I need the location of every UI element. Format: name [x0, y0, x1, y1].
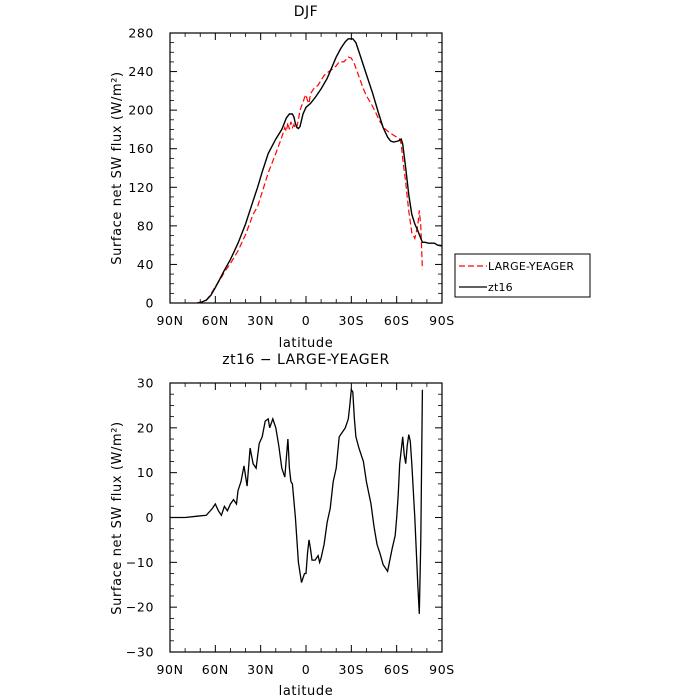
- series-line-difference: [170, 387, 424, 614]
- chart-top-series: [197, 38, 443, 304]
- chart-top-ylabel: Surface net SW flux (W/m²): [110, 71, 125, 264]
- chart-bottom-series: [170, 387, 424, 614]
- chart-top-ytick-label: 240: [128, 64, 154, 79]
- chart-bottom-title: zt16 − LARGE-YEAGER: [222, 352, 389, 368]
- chart-top-ytick-label: 280: [128, 26, 154, 41]
- chart-bottom-ytick-label: 20: [137, 420, 154, 435]
- chart-top-xtick-label: 30N: [247, 313, 274, 328]
- chart-top-xtick-label: 90S: [429, 313, 455, 328]
- chart-bottom-plot-frame: [169, 382, 443, 653]
- chart-top-title: DJF: [294, 4, 318, 20]
- chart-top-xtick-label: 30S: [339, 313, 365, 328]
- chart-bottom-xtick-label: 30N: [247, 662, 274, 677]
- chart-top-ytick-label: 80: [137, 218, 154, 233]
- chart-bottom: zt16 − LARGE-YEAGER 90N 60N 30N 0 30S 60S 90S −…: [110, 352, 455, 699]
- chart-top-xtick-label: 0: [302, 313, 311, 328]
- chart-bottom-ylabel: Surface net SW flux (W/m²): [110, 421, 125, 614]
- series-line-zt16: [197, 38, 443, 304]
- chart-top-ytick-label: 120: [128, 180, 154, 195]
- chart-bottom-xtick-label: 0: [302, 662, 311, 677]
- chart-top-ytick-label: 0: [145, 296, 154, 311]
- chart-bottom-ytick-label: −10: [126, 555, 154, 570]
- chart-top-xtick-label: 60S: [384, 313, 410, 328]
- chart-bottom-ytick-label: 0: [145, 510, 154, 525]
- chart-bottom-xtick-label: 60S: [384, 662, 410, 677]
- chart-bottom-ytick-label: 30: [137, 376, 154, 391]
- chart-bottom-xlabel: latitude: [279, 684, 334, 699]
- chart-top-ytick-label: 40: [137, 257, 154, 272]
- chart-top-xtick-label: 90N: [156, 313, 183, 328]
- chart-bottom-xtick-label: 60N: [202, 662, 229, 677]
- chart-top-ticks: 90N 60N 30N 0 30S 60S 90S 0 40 80 120 160 200 240 280: [128, 26, 454, 329]
- chart-bottom-xtick-label: 90N: [156, 662, 183, 677]
- chart-bottom-ticks: 90N 60N 30N 0 30S 60S 90S −30 −20 −10 0 10 20 30: [126, 376, 455, 678]
- series-line-large-yeager: [197, 56, 423, 304]
- chart-bottom-ytick-label: 10: [137, 465, 154, 480]
- legend-label-zt16: zt16: [488, 281, 513, 294]
- chart-bottom-xtick-label: 90S: [429, 662, 455, 677]
- chart-top-xlabel: latitude: [279, 336, 334, 351]
- chart-top-ytick-label: 160: [128, 141, 154, 156]
- chart-top: DJF 90N 60N 30N 0 30S 60S 90S 0 40 80 120 160 200 240…: [110, 4, 591, 351]
- chart-bottom-ytick-label: −30: [126, 645, 154, 660]
- chart-bottom-ytick-label: −20: [126, 600, 154, 615]
- chart-top-plot-frame: [169, 32, 443, 304]
- chart-bottom-xtick-label: 30S: [339, 662, 365, 677]
- legend-label-large-yeager: LARGE-YEAGER: [488, 260, 574, 273]
- chart-top-ytick-label: 200: [128, 103, 154, 118]
- legend-box: [454, 253, 591, 298]
- legend: LARGE-YEAGER zt16: [454, 253, 591, 298]
- chart-top-xtick-label: 60N: [202, 313, 229, 328]
